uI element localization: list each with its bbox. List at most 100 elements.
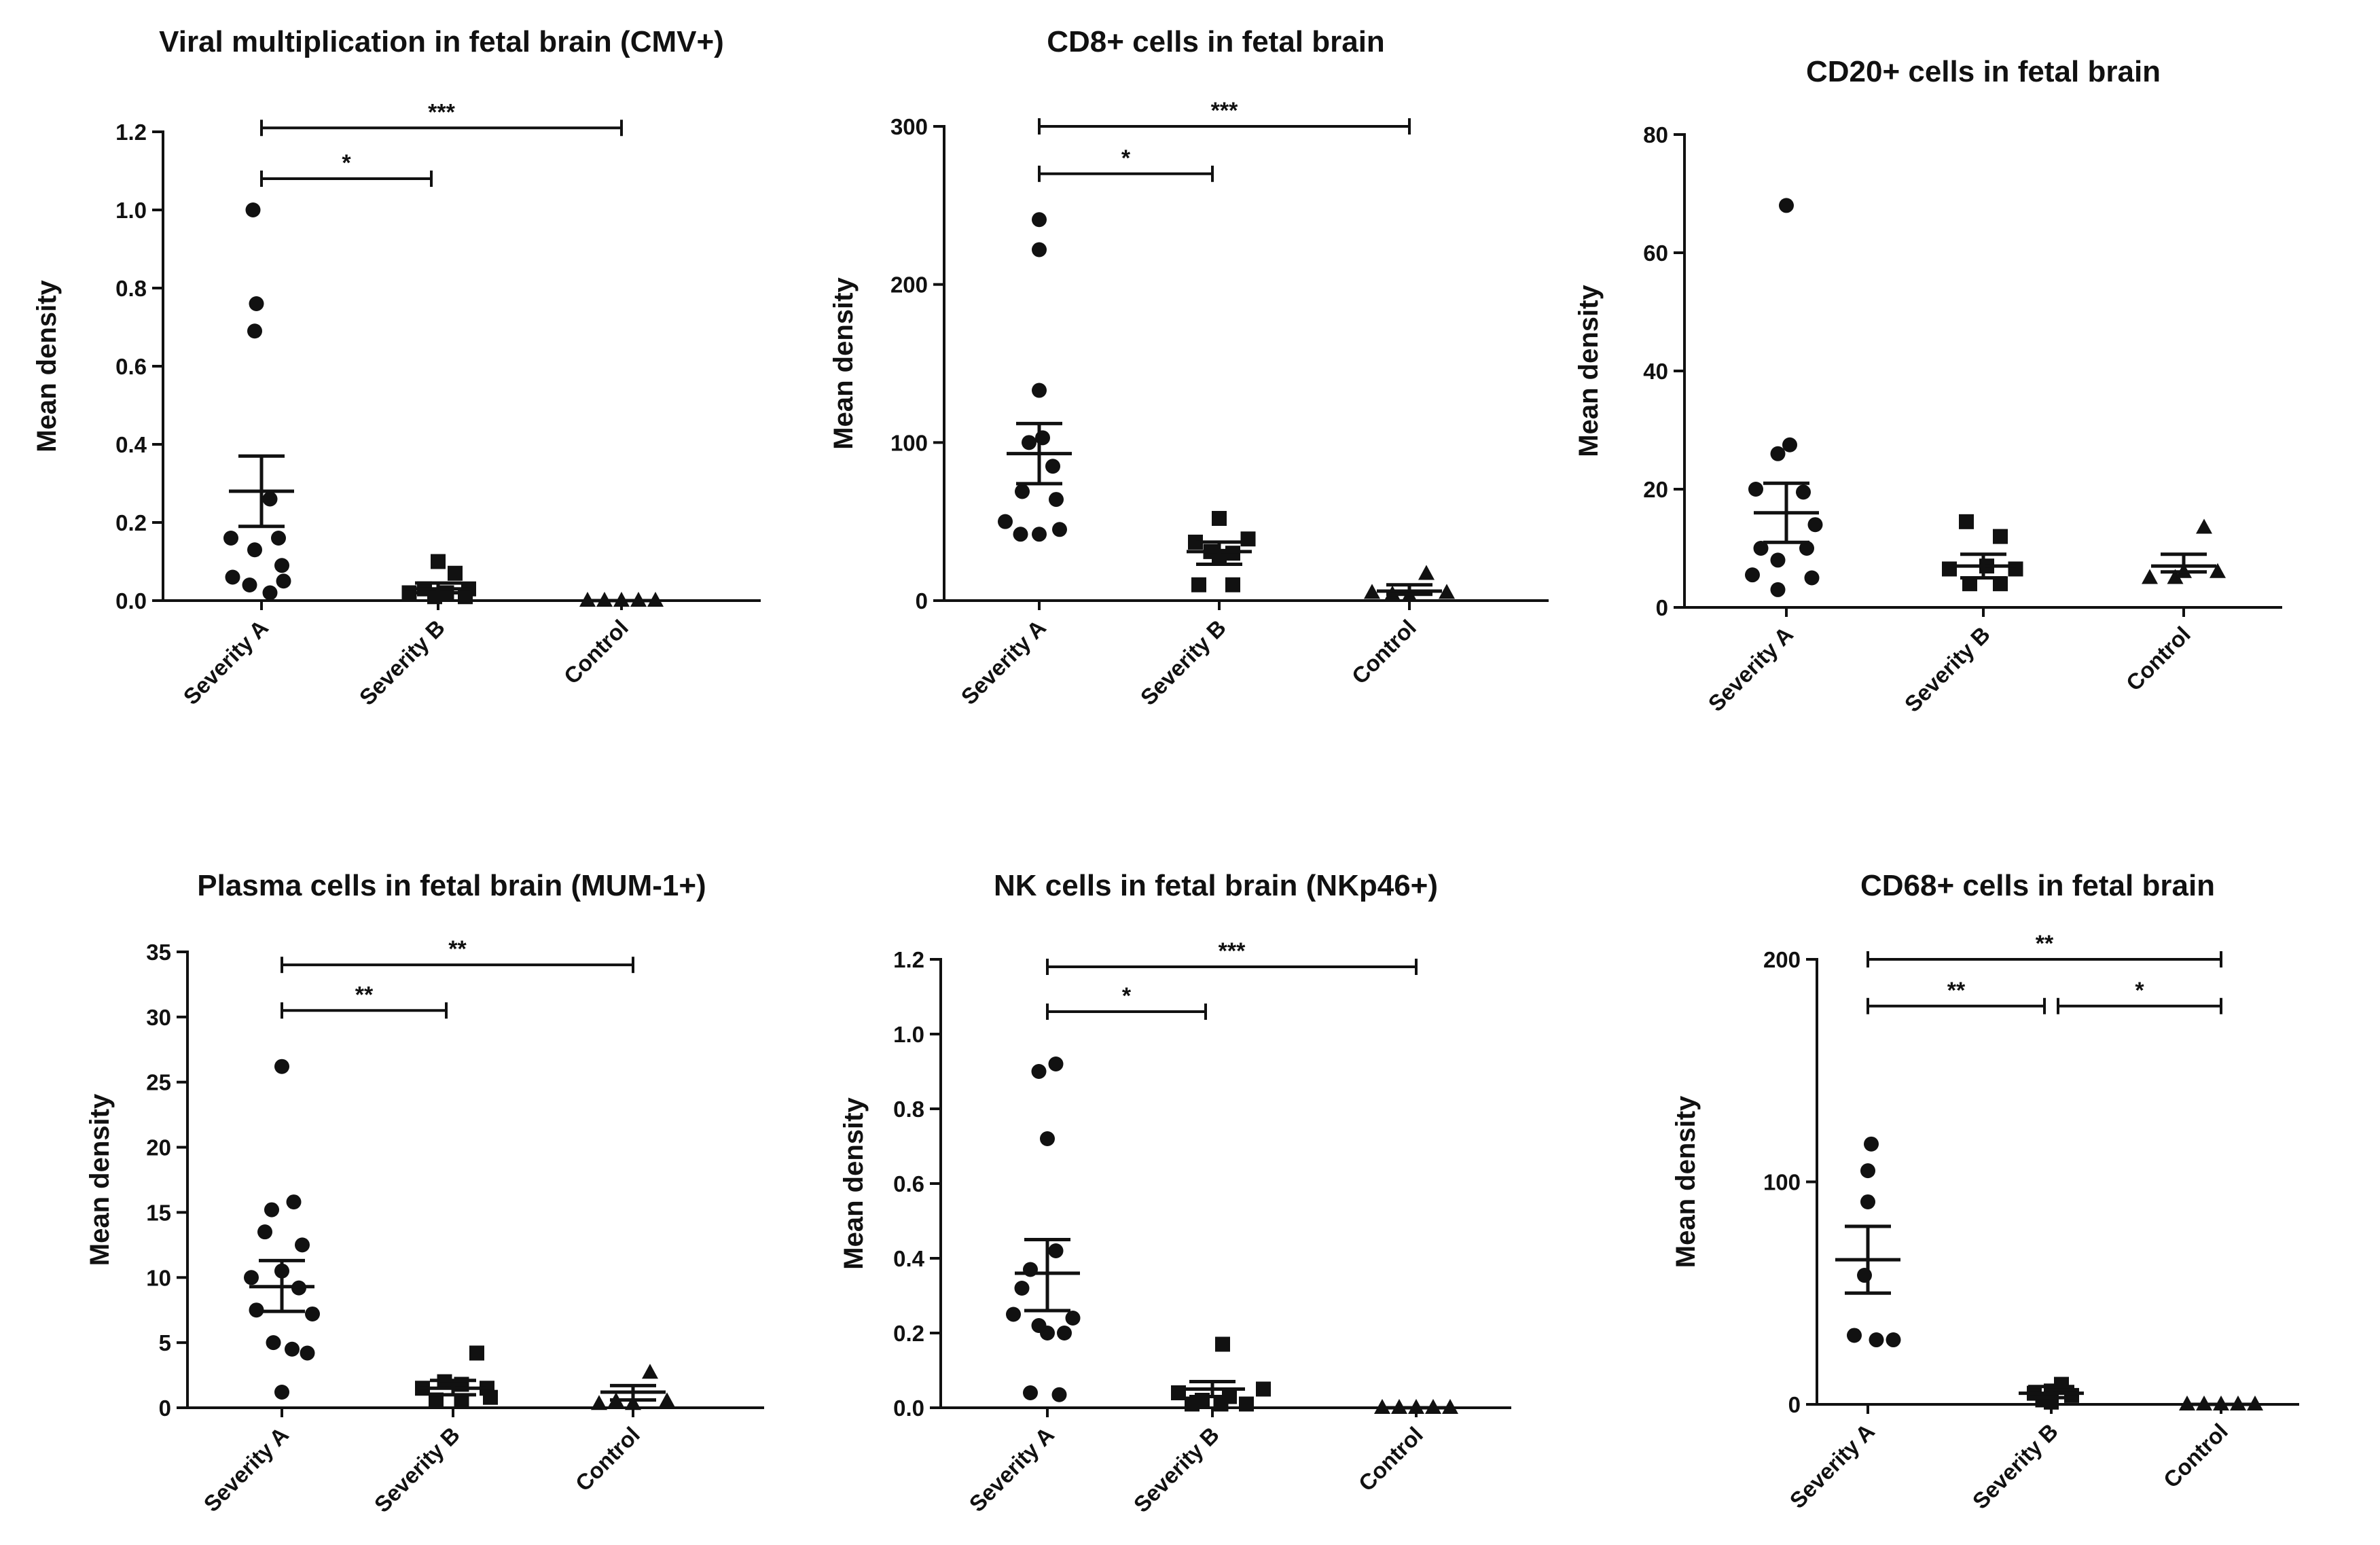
data-point-0-0 — [1864, 1136, 1879, 1152]
y-tick-label: 100 — [890, 430, 928, 455]
y-tick-label: 0 — [1788, 1392, 1801, 1417]
data-point-0-10 — [242, 578, 257, 592]
chart-panel-3: CD20+ cells in fetal brain Mean density 0 2… — [1574, 55, 2282, 717]
data-point-0-3 — [1748, 482, 1763, 497]
y-tick-label: 0.8 — [893, 1097, 924, 1122]
x-tick-label: Severity B — [1900, 622, 1995, 717]
significance-label: *** — [1219, 938, 1246, 964]
significance-label: ** — [1947, 978, 1966, 1004]
data-point-1-6 — [1225, 577, 1240, 592]
chart-title: CD68+ cells in fetal brain — [1860, 869, 2215, 902]
data-point-0-6 — [1753, 541, 1769, 556]
data-point-0-1 — [1860, 1163, 1875, 1179]
data-point-0-2 — [264, 1202, 279, 1218]
data-point-0-5 — [1869, 1332, 1884, 1348]
x-tick-label: Severity A — [964, 1422, 1059, 1516]
data-point-2-3 — [2196, 518, 2212, 534]
data-point-2-1 — [2167, 569, 2184, 584]
x-tick-label: Severity A — [1703, 622, 1798, 716]
data-point-0-3 — [262, 491, 278, 507]
data-point-0-0 — [274, 1059, 289, 1074]
significance-label: ** — [2036, 931, 2054, 957]
data-point-0-9 — [1031, 1318, 1047, 1333]
data-point-0-6 — [1015, 484, 1030, 499]
data-point-0-11 — [1052, 522, 1067, 537]
chart-title: CD20+ cells in fetal brain — [1806, 55, 2161, 88]
y-tick-label: 15 — [146, 1200, 171, 1225]
data-point-0-5 — [1014, 1281, 1030, 1296]
data-point-0-3 — [1857, 1268, 1872, 1283]
data-point-1-5 — [1191, 577, 1206, 592]
data-point-1-4 — [1256, 1381, 1271, 1397]
data-point-0-8 — [249, 1302, 264, 1318]
y-tick-label: 0.2 — [115, 510, 147, 535]
data-point-1-6 — [1239, 1396, 1254, 1412]
data-point-0-10 — [266, 1335, 281, 1351]
y-tick-label: 0 — [1656, 595, 1668, 620]
data-point-1-2 — [431, 554, 446, 569]
y-tick-label: 20 — [146, 1135, 171, 1160]
significance-label: * — [2135, 978, 2144, 1004]
data-point-0-3 — [1035, 430, 1050, 446]
data-point-0-0 — [1031, 1064, 1047, 1079]
y-tick-label: 10 — [146, 1265, 171, 1290]
y-tick-label: 200 — [1763, 947, 1801, 972]
data-point-2-0 — [591, 1395, 607, 1410]
y-axis-label: Mean density — [32, 280, 62, 452]
y-tick-label: 0.4 — [115, 432, 147, 457]
significance-label: *** — [1211, 98, 1238, 124]
data-point-0-9 — [1013, 527, 1028, 542]
y-tick-label: 0 — [159, 1396, 171, 1421]
data-point-2-4 — [2210, 563, 2226, 578]
significance-label: * — [1122, 983, 1132, 1009]
y-tick-label: 35 — [146, 940, 171, 965]
data-point-2-4 — [2247, 1396, 2263, 1410]
data-point-0-1 — [286, 1194, 302, 1210]
data-point-1-6 — [1993, 576, 2008, 592]
y-tick-label: 300 — [890, 114, 928, 139]
data-point-0-11 — [285, 1341, 300, 1357]
data-point-1-7 — [483, 1389, 498, 1405]
x-tick-label: Severity B — [1136, 615, 1231, 710]
data-point-0-7 — [1799, 541, 1814, 556]
data-point-0-5 — [1045, 459, 1060, 474]
x-tick-label: Severity A — [199, 1422, 293, 1516]
data-point-0-5 — [1807, 517, 1823, 533]
y-tick-label: 0.6 — [115, 354, 147, 379]
data-point-0-0 — [245, 202, 261, 217]
data-point-0-9 — [305, 1306, 320, 1321]
data-point-0-7 — [1065, 1311, 1081, 1326]
data-point-0-2 — [1032, 383, 1047, 398]
chart-title: NK cells in fetal brain (NKp46+) — [994, 869, 1438, 902]
data-point-0-4 — [223, 531, 238, 546]
y-tick-label: 0.4 — [893, 1246, 925, 1271]
data-point-0-10 — [1804, 570, 1820, 586]
data-point-2-0 — [2179, 1396, 2195, 1410]
y-tick-label: 0.0 — [115, 588, 147, 614]
data-point-0-12 — [1051, 1387, 1067, 1402]
data-point-1-2 — [1942, 561, 1957, 577]
significance-label: ** — [355, 982, 374, 1008]
data-point-0-5 — [271, 531, 286, 546]
data-point-0-13 — [274, 1384, 289, 1400]
chart-panel-5: NK cells in fetal brain (NKp46+) Mean den… — [839, 869, 1511, 1517]
x-tick-label: Severity B — [1129, 1422, 1224, 1517]
chart-panel-2: CD8+ cells in fetal brain Mean density 0 10… — [829, 25, 1549, 710]
data-point-0-2 — [1770, 446, 1786, 461]
data-point-2-4 — [1439, 584, 1455, 599]
x-tick-label: Control — [2121, 622, 2195, 696]
y-tick-label: 100 — [1763, 1170, 1801, 1195]
x-tick-label: Severity B — [369, 1422, 465, 1517]
y-tick-label: 25 — [146, 1070, 171, 1095]
y-tick-label: 0.8 — [115, 276, 147, 301]
data-point-0-7 — [1049, 492, 1064, 508]
y-tick-label: 5 — [159, 1330, 171, 1355]
x-tick-label: Control — [1354, 1422, 1428, 1496]
significance-label: ** — [448, 936, 467, 962]
data-point-0-4 — [295, 1237, 310, 1253]
y-tick-label: 1.2 — [115, 120, 147, 145]
y-tick-label: 40 — [1643, 359, 1668, 384]
data-point-2-3 — [642, 1364, 658, 1379]
data-point-0-0 — [1032, 212, 1047, 228]
